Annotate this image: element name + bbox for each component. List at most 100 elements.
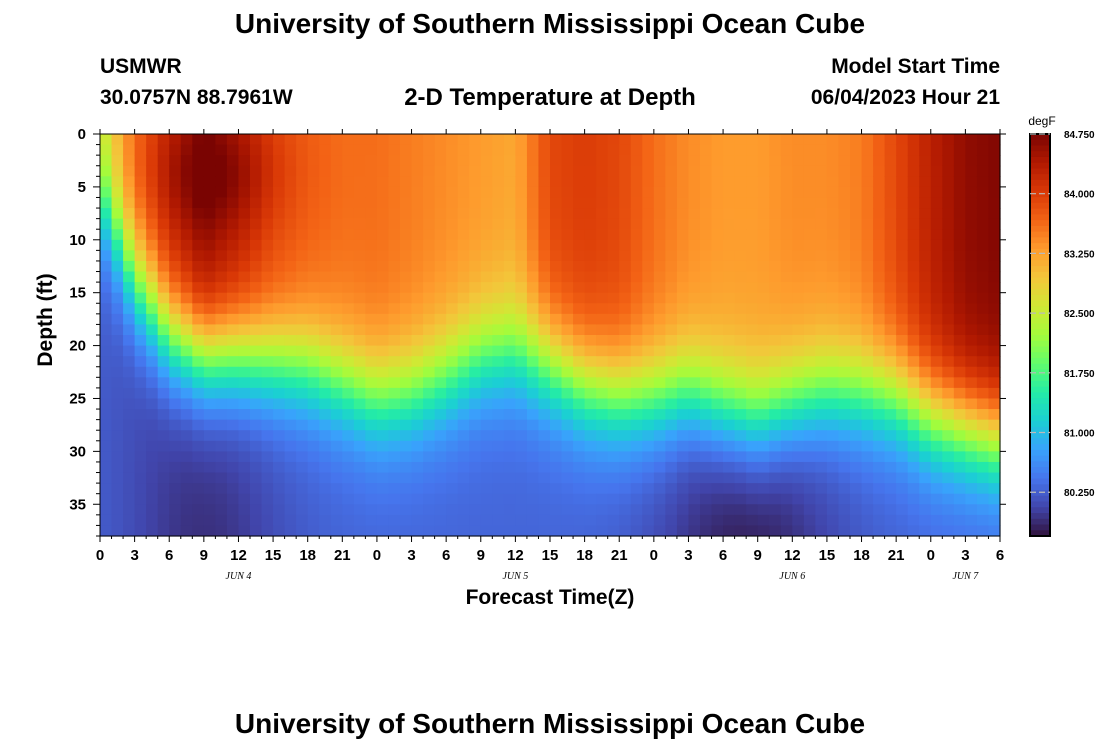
heatmap-cell <box>976 483 990 495</box>
heatmap-cell <box>873 398 886 410</box>
heatmap-cell <box>573 377 586 389</box>
heatmap-cell <box>850 409 863 421</box>
heatmap-cell <box>446 345 459 357</box>
heatmap-cell <box>780 303 793 315</box>
heatmap-cell <box>157 525 170 537</box>
heatmap-cell <box>780 282 793 294</box>
heatmap-cell <box>330 366 343 378</box>
heatmap-cell <box>284 313 297 326</box>
heatmap-cell <box>226 313 240 326</box>
heatmap-cell <box>134 483 147 495</box>
heatmap-cell <box>353 377 366 389</box>
heatmap-cell <box>942 239 955 251</box>
heatmap-cell <box>515 419 528 431</box>
heatmap-cell <box>780 292 793 304</box>
heatmap-cell <box>803 440 816 452</box>
heatmap-cell <box>457 165 470 177</box>
heatmap-cell <box>411 282 424 294</box>
colorbar-segment <box>1030 289 1050 296</box>
heatmap-cell <box>538 324 551 336</box>
heatmap-cell <box>434 366 447 378</box>
heatmap-cell <box>596 461 609 474</box>
heatmap-cell <box>503 398 516 410</box>
heatmap-cell <box>526 366 540 378</box>
heatmap-cell <box>215 419 228 431</box>
heatmap-cell <box>446 451 459 463</box>
heatmap-cell <box>319 155 332 167</box>
heatmap-cell <box>850 335 863 347</box>
heatmap-cell <box>388 292 401 304</box>
heatmap-cell <box>111 366 124 378</box>
heatmap-cell <box>423 303 436 315</box>
heatmap-cell <box>676 335 690 347</box>
heatmap-cell <box>526 356 540 368</box>
heatmap-cell <box>296 303 309 315</box>
heatmap-cell <box>353 324 366 336</box>
heatmap-cell <box>492 430 505 442</box>
heatmap-cell <box>619 461 632 474</box>
heatmap-cell <box>630 345 643 357</box>
heatmap-cell <box>526 440 540 452</box>
heatmap-cell <box>907 324 920 336</box>
heatmap-cell <box>492 451 505 463</box>
heatmap-cell <box>492 419 505 431</box>
heatmap-cell <box>711 504 724 516</box>
heatmap-cell <box>446 197 459 209</box>
heatmap-cell <box>226 483 240 495</box>
heatmap-cell <box>388 239 401 251</box>
heatmap-cell <box>630 335 643 347</box>
heatmap-cell <box>780 155 793 167</box>
heatmap-cell <box>342 197 355 209</box>
heatmap-cell <box>100 186 113 199</box>
heatmap-cell <box>619 377 632 389</box>
heatmap-cell <box>376 419 390 431</box>
heatmap-cell <box>411 324 424 336</box>
heatmap-cell <box>584 461 597 474</box>
heatmap-cell <box>792 218 805 230</box>
heatmap-cell <box>607 472 620 484</box>
heatmap-cell <box>861 176 874 188</box>
heatmap-cell <box>180 461 193 474</box>
heatmap-cell <box>850 282 863 294</box>
heatmap-cell <box>919 271 932 283</box>
heatmap-cell <box>434 409 447 421</box>
heatmap-cell <box>792 440 805 452</box>
heatmap-cell <box>538 218 551 230</box>
heatmap-cell <box>180 239 193 251</box>
heatmap-cell <box>700 260 713 273</box>
heatmap-cell <box>942 292 955 304</box>
heatmap-cell <box>907 313 920 326</box>
heatmap-cell <box>307 398 320 410</box>
heatmap-cell <box>526 303 540 315</box>
heatmap-cell <box>446 134 459 146</box>
heatmap-cell <box>884 398 897 410</box>
heatmap-cell <box>526 377 540 389</box>
heatmap-cell <box>826 440 840 452</box>
heatmap-cell <box>884 377 897 389</box>
heatmap-cell <box>792 250 805 262</box>
heatmap-cell <box>376 313 390 326</box>
heatmap-cell <box>619 430 632 442</box>
heatmap-cell <box>596 493 609 505</box>
heatmap-cell <box>838 176 851 188</box>
heatmap-cell <box>342 260 355 273</box>
station-coordinates: 30.0757N 88.7961W <box>100 86 293 109</box>
heatmap-cell <box>850 398 863 410</box>
heatmap-cell <box>861 525 874 537</box>
heatmap-cell <box>861 324 874 336</box>
heatmap-cell <box>976 197 990 209</box>
x-tick-label: 0 <box>650 547 658 564</box>
heatmap-cell <box>815 461 828 474</box>
heatmap-cell <box>492 387 505 400</box>
heatmap-cell <box>180 260 193 273</box>
heatmap-cell <box>261 419 274 431</box>
heatmap-cell <box>896 229 909 241</box>
heatmap-cell <box>919 165 932 177</box>
heatmap-cell <box>123 324 136 336</box>
heatmap-cell <box>146 292 159 304</box>
heatmap-cell <box>261 197 274 209</box>
heatmap-cell <box>146 155 159 167</box>
heatmap-cell <box>342 250 355 262</box>
heatmap-cell <box>676 461 690 474</box>
heatmap-cell <box>734 165 747 177</box>
